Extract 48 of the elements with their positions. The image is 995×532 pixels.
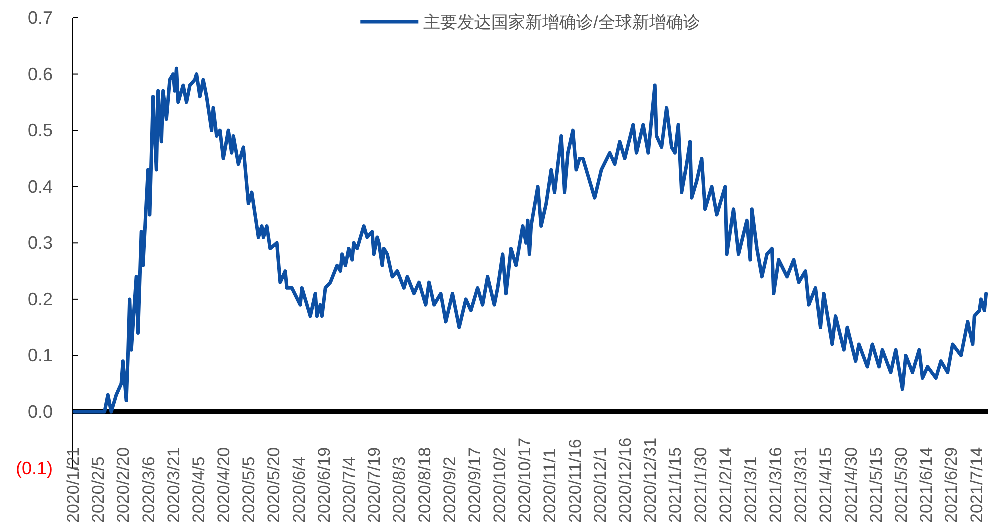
y-tick-label: 0.0 [28,402,53,422]
x-tick-label: 2020/9/17 [465,447,484,523]
x-tick-label: 2020/1/21 [64,447,83,523]
x-tick-label: 2021/5/15 [866,447,886,523]
x-tick-label: 2021/6/29 [942,447,962,523]
x-tick-label: 2020/4/20 [214,447,234,523]
x-tick-label: 2020/5/5 [240,456,259,523]
y-tick-label: 0.2 [28,289,53,310]
x-tick-label: 2020/10/2 [490,447,510,523]
x-tick-label: 2020/7/19 [365,447,384,523]
x-tick-label: 2020/6/4 [290,456,309,523]
x-tick-label: 2020/11/1 [540,448,560,523]
x-tick-label: 2021/7/14 [967,447,986,523]
y-tick-label: 0.3 [28,233,53,254]
x-tick-label: 2021/3/31 [792,447,811,523]
x-tick-label: 2021/3/1 [741,456,760,523]
x-tick-label: 2021/3/16 [766,447,786,523]
x-tick-label: 2021/5/30 [892,447,912,523]
x-tick-label: 2020/12/16 [616,438,636,523]
x-tick-label: 2021/4/30 [842,447,861,523]
x-tick-label: 2020/6/19 [314,447,334,523]
y-tick-label: 0.4 [28,176,53,197]
x-tick-label: 2020/11/16 [566,439,585,523]
y-tick-label: (0.1) [16,458,53,478]
x-tick-label: 2020/2/5 [89,456,108,523]
legend-label: 主要发达国家新增确诊/全球新增确诊 [424,13,700,32]
y-tick-label: 0.6 [28,64,53,84]
x-tick-label: 2020/9/2 [440,456,460,523]
x-tick-label: 2020/5/20 [264,447,284,523]
line-series [72,66,988,414]
x-tick-label: 2020/12/1 [590,447,610,523]
x-tick-label: 2021/2/14 [716,447,736,523]
y-tick-label: 0.5 [28,120,53,141]
x-tick-label: 2020/2/20 [114,447,134,523]
x-tick-label: 2021/4/15 [816,447,836,523]
x-tick-label: 2020/10/17 [516,438,535,523]
x-tick-label: 2021/6/14 [917,447,936,523]
y-tick-label: 0.7 [28,8,53,28]
x-tick-label: 2020/4/5 [189,456,208,523]
x-tick-label: 2021/1/15 [666,447,686,523]
x-tick-label: 2020/7/4 [340,456,360,523]
x-tick-label: 2020/3/21 [164,447,184,523]
x-tick-label: 2020/8/18 [415,447,434,523]
x-tick-label: 2020/3/6 [139,456,158,523]
x-tick-label: 2020/8/3 [390,456,410,523]
x-tick-label: 2020/12/31 [641,438,660,523]
y-tick-label: 0.1 [28,346,53,366]
x-tick-label: 2021/1/30 [691,447,710,523]
